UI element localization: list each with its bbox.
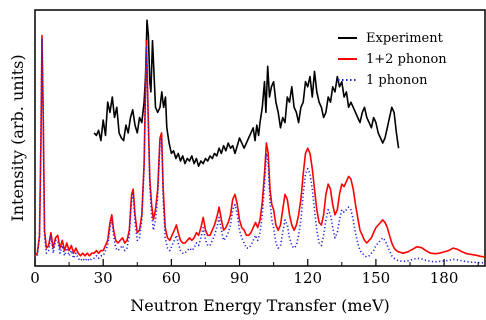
series-layer — [34, 19, 486, 264]
plot-frame — [34, 9, 486, 267]
series-line-1-2-phonon — [34, 34, 486, 258]
series-line-experiment — [93, 19, 400, 167]
x-tick-label: 30 — [94, 269, 113, 287]
legend-label-1-phonon: 1 phonon — [366, 73, 428, 88]
x-tick-label: 0 — [30, 269, 40, 287]
x-tick-label: 180 — [430, 269, 459, 287]
plot-area: 0 30 60 90 120 150 180 — [30, 9, 486, 287]
x-tick-label: 150 — [362, 269, 391, 287]
tick-layer: 0 30 60 90 120 150 180 — [30, 259, 479, 287]
legend-label-1-2-phonon: 1+2 phonon — [366, 52, 447, 67]
legend-label-experiment: Experiment — [366, 31, 444, 46]
x-axis-label: Neutron Energy Transfer (meV) — [130, 296, 390, 315]
legend: Experiment 1+2 phonon 1 phonon — [338, 31, 447, 88]
x-tick-label: 60 — [162, 269, 181, 287]
y-axis-label: Intensity (arb. units) — [8, 54, 27, 221]
x-tick-label: 90 — [230, 269, 249, 287]
series-line-1-phonon — [34, 37, 486, 264]
x-tick-label: 120 — [293, 269, 322, 287]
